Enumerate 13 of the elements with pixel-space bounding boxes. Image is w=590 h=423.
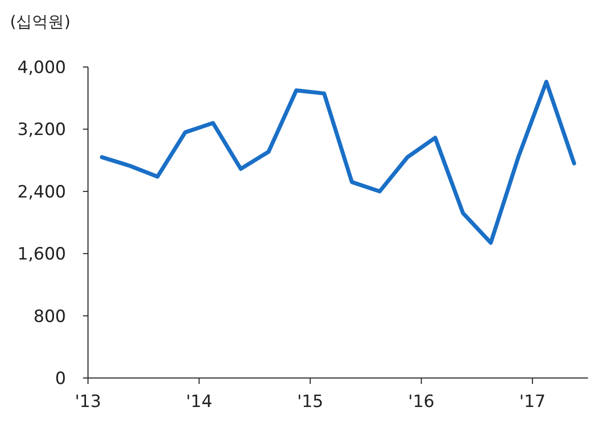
y-tick-label: 0 [55, 369, 66, 389]
x-tick-label: '14 [186, 392, 212, 412]
y-tick-label: 2,400 [17, 182, 66, 202]
y-axis-title: (십억원) [10, 12, 70, 31]
x-tick-label: '13 [74, 392, 102, 412]
x-tick-label: '16 [408, 392, 434, 412]
line-series [100, 80, 576, 245]
x-tick-label: '15 [297, 392, 324, 412]
y-tick-label: 4,000 [17, 58, 66, 78]
x-tick-label: '17 [519, 392, 546, 412]
y-tick-label: 800 [34, 306, 66, 327]
y-tick-label: 1,600 [17, 244, 66, 265]
y-tick-label: 3,200 [17, 120, 66, 140]
